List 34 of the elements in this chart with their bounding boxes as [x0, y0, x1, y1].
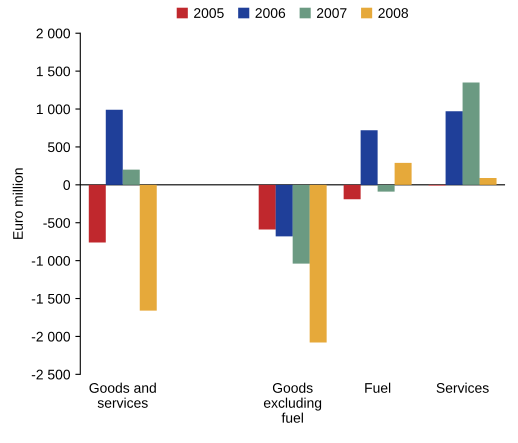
- bar: [292, 184, 310, 264]
- bar: [122, 170, 140, 185]
- x-tick-label: Goods and services: [89, 382, 156, 408]
- y-tick-label: 1 500: [36, 66, 70, 76]
- bar: [446, 111, 463, 185]
- bar: [276, 184, 293, 236]
- bar: [462, 82, 480, 185]
- bar: [360, 130, 378, 185]
- bar: [258, 184, 276, 230]
- legend-label: 2008: [378, 8, 408, 18]
- bar: [378, 184, 395, 192]
- bar: [310, 184, 327, 342]
- y-tick-label: 500: [48, 142, 70, 152]
- bar: [344, 184, 361, 200]
- y-tick-label: -1 500: [32, 294, 70, 304]
- x-tick-label: Services: [436, 382, 489, 393]
- y-tick-label: 0: [63, 180, 70, 190]
- y-axis-title: Euro million: [12, 168, 23, 239]
- y-tick-label: -1 000: [32, 256, 70, 266]
- bar: [480, 178, 497, 185]
- y-tick-label: -2 000: [32, 332, 70, 342]
- legend-label: 2006: [256, 8, 286, 18]
- legend-label: 2007: [316, 8, 346, 18]
- y-tick-label: 2 000: [36, 28, 70, 38]
- legend-label: 2005: [194, 8, 224, 18]
- bar: [394, 162, 412, 185]
- y-tick-label: -2 500: [32, 370, 70, 380]
- y-tick-label: -500: [43, 218, 70, 228]
- x-tick-label: Goods excluding fuel: [264, 382, 322, 423]
- y-tick-label: 1 000: [36, 104, 70, 114]
- bar: [88, 184, 106, 242]
- x-tick-label: Fuel: [365, 382, 390, 393]
- bar: [106, 110, 123, 185]
- bar: [140, 184, 157, 311]
